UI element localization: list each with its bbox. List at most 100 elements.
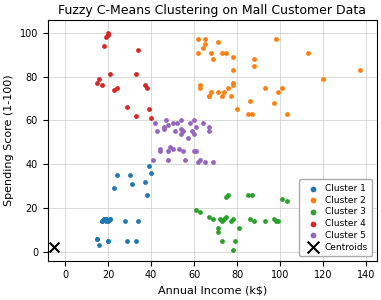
Cluster 3 bbox=[305, 230, 311, 235]
Y-axis label: Spending Score (1-100): Spending Score (1-100) bbox=[4, 74, 14, 206]
Cluster 3 bbox=[217, 217, 223, 221]
Cluster 2 bbox=[219, 50, 225, 55]
Cluster 5 bbox=[157, 149, 163, 154]
Cluster 4 bbox=[105, 31, 111, 35]
Cluster 3 bbox=[221, 217, 227, 221]
Cluster 4 bbox=[144, 85, 150, 90]
Cluster 5 bbox=[180, 129, 186, 134]
Cluster 2 bbox=[251, 57, 257, 62]
Cluster 5 bbox=[154, 129, 160, 134]
Cluster 5 bbox=[206, 124, 212, 129]
Cluster 1 bbox=[94, 236, 100, 241]
Cluster 3 bbox=[223, 195, 229, 200]
Cluster 2 bbox=[197, 83, 203, 88]
Cluster 3 bbox=[251, 219, 257, 224]
Cluster 2 bbox=[226, 85, 232, 90]
Cluster 1 bbox=[107, 217, 113, 221]
Cluster 3 bbox=[262, 219, 268, 224]
Cluster 3 bbox=[230, 247, 236, 252]
Cluster 3 bbox=[247, 217, 253, 221]
Cluster 4 bbox=[135, 48, 141, 53]
Cluster 2 bbox=[215, 90, 221, 94]
Cluster 5 bbox=[184, 136, 190, 140]
Cluster 2 bbox=[283, 112, 290, 116]
Cluster 5 bbox=[193, 149, 199, 154]
Cluster 4 bbox=[148, 116, 154, 121]
Cluster 5 bbox=[202, 160, 208, 164]
Cluster 5 bbox=[191, 118, 197, 123]
Cluster 2 bbox=[195, 37, 202, 42]
Cluster 4 bbox=[111, 87, 117, 92]
Title: Fuzzy C-Means Clustering on Mall Customer Data: Fuzzy C-Means Clustering on Mall Custome… bbox=[58, 4, 366, 17]
Cluster 2 bbox=[333, 188, 339, 193]
Cluster 2 bbox=[227, 94, 234, 99]
Cluster 3 bbox=[210, 217, 216, 221]
Cluster 1 bbox=[103, 219, 109, 224]
Cluster 5 bbox=[161, 127, 167, 132]
Cluster 2 bbox=[200, 46, 206, 51]
Cluster 5 bbox=[157, 146, 163, 151]
Cluster 2 bbox=[247, 98, 253, 103]
Cluster 4 bbox=[101, 44, 107, 48]
Cluster 3 bbox=[271, 217, 277, 221]
Cluster 2 bbox=[234, 107, 240, 112]
Cluster 4 bbox=[133, 114, 139, 118]
Cluster 5 bbox=[187, 120, 193, 125]
Cluster 5 bbox=[174, 120, 180, 125]
Cluster 2 bbox=[249, 112, 255, 116]
Cluster 3 bbox=[226, 193, 232, 197]
Cluster 1 bbox=[103, 217, 109, 221]
Cluster 2 bbox=[279, 85, 285, 90]
Cluster 5 bbox=[206, 129, 212, 134]
Cluster 5 bbox=[178, 131, 184, 136]
Cluster 2 bbox=[206, 94, 212, 99]
Cluster 5 bbox=[165, 122, 171, 127]
Cluster 2 bbox=[202, 41, 208, 46]
Cluster 2 bbox=[197, 85, 203, 90]
X-axis label: Annual Income (k$): Annual Income (k$) bbox=[158, 286, 267, 296]
Cluster 1 bbox=[146, 164, 152, 169]
Cluster 5 bbox=[210, 160, 216, 164]
Cluster 2 bbox=[223, 50, 229, 55]
Cluster 1 bbox=[141, 179, 147, 184]
Cluster 3 bbox=[333, 188, 339, 193]
Cluster 2 bbox=[230, 55, 236, 59]
Cluster 5 bbox=[191, 149, 197, 154]
Cluster 1 bbox=[122, 219, 128, 224]
Cluster 5 bbox=[195, 160, 202, 164]
Cluster 1 bbox=[96, 243, 102, 248]
Cluster 3 bbox=[223, 214, 229, 219]
Cluster 2 bbox=[208, 50, 214, 55]
Cluster 4 bbox=[107, 72, 113, 77]
Cluster 2 bbox=[275, 90, 281, 94]
Cluster 2 bbox=[271, 100, 277, 105]
Cluster 1 bbox=[94, 236, 100, 241]
Cluster 2 bbox=[230, 68, 236, 73]
Cluster 1 bbox=[99, 219, 105, 224]
Cluster 1 bbox=[135, 219, 141, 224]
Cluster 5 bbox=[189, 129, 195, 134]
Cluster 5 bbox=[193, 124, 199, 129]
Cluster 4 bbox=[133, 72, 139, 77]
Cluster 3 bbox=[197, 210, 203, 215]
Cluster 1 bbox=[105, 219, 111, 224]
Cluster 4 bbox=[96, 76, 102, 81]
Cluster 5 bbox=[200, 120, 206, 125]
Cluster 5 bbox=[178, 118, 184, 123]
Cluster 1 bbox=[114, 173, 120, 178]
Cluster 3 bbox=[283, 199, 290, 204]
Cluster 1 bbox=[133, 238, 139, 243]
Cluster 5 bbox=[197, 158, 203, 162]
Cluster 3 bbox=[215, 230, 221, 235]
Cluster 3 bbox=[219, 219, 225, 224]
Cluster 1 bbox=[101, 217, 107, 221]
Legend: Cluster 1, Cluster 2, Cluster 3, Cluster 4, Cluster 5, Centroids: Cluster 1, Cluster 2, Cluster 3, Cluster… bbox=[299, 179, 372, 256]
Cluster 1 bbox=[101, 217, 107, 221]
Cluster 2 bbox=[221, 90, 227, 94]
Cluster 2 bbox=[208, 90, 214, 94]
Cluster 2 bbox=[245, 112, 251, 116]
Cluster 1 bbox=[99, 219, 105, 224]
Cluster 5 bbox=[170, 120, 176, 125]
Cluster 2 bbox=[215, 39, 221, 44]
Cluster 5 bbox=[150, 158, 156, 162]
